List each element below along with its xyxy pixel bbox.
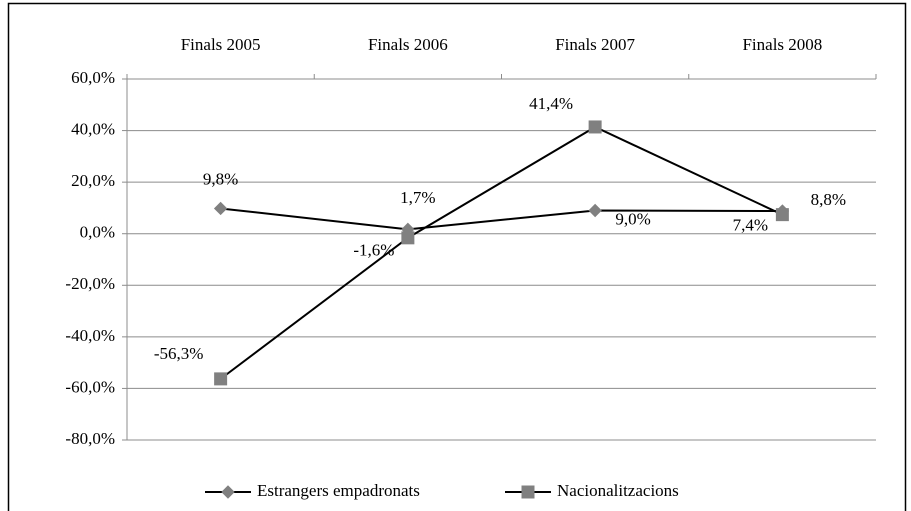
y-tick-label: 20,0%: [71, 171, 115, 190]
series-line: [220, 125, 783, 380]
data-label: 1,7%: [400, 188, 435, 207]
data-point: [401, 231, 415, 245]
data-label: 8,8%: [811, 190, 846, 209]
series-line: [220, 207, 783, 231]
data-label: 9,0%: [615, 209, 650, 228]
data-label: -1,6%: [353, 241, 394, 260]
x-tick-label: Finals 2008: [742, 35, 822, 54]
chart-frame: [7, 2, 907, 511]
data-point: [588, 203, 602, 218]
data-point: [588, 120, 602, 134]
y-tick-label: 0,0%: [80, 223, 115, 242]
data-point: [775, 208, 789, 222]
y-tick-label: 40,0%: [71, 119, 115, 138]
legend-label: Estrangers empadronats: [257, 481, 420, 500]
y-tick-label: -40,0%: [65, 326, 115, 345]
data-label: 41,4%: [529, 94, 573, 113]
data-label: -56,3%: [154, 344, 204, 363]
y-tick-label: -60,0%: [65, 377, 115, 396]
data-label: 9,8%: [203, 169, 238, 188]
data-point: [213, 201, 228, 216]
x-tick-label: Finals 2005: [181, 35, 261, 54]
legend-label: Nacionalitzacions: [557, 481, 679, 500]
y-tick-label: -80,0%: [65, 429, 115, 448]
x-tick-label: Finals 2006: [368, 35, 448, 54]
y-tick-label: -20,0%: [65, 274, 115, 293]
y-tick-label: 60,0%: [71, 68, 115, 87]
legend-marker: [521, 485, 535, 499]
data-label: 7,4%: [733, 216, 768, 235]
legend-marker: [221, 485, 235, 499]
x-tick-label: Finals 2007: [555, 35, 635, 54]
data-point: [214, 372, 228, 386]
